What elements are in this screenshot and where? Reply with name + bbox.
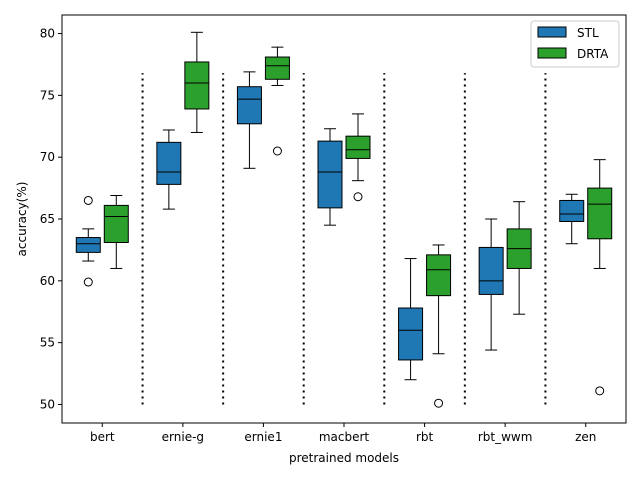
box-stl-macbert [317, 128, 343, 226]
x-tick-label-macbert: macbert [319, 430, 370, 444]
box-body-drta-ernie1 [264, 56, 290, 80]
outlier-drta-rbt-0 [434, 398, 444, 408]
y-tick-label-80: 80 [40, 27, 55, 41]
y-tick-label-70: 70 [40, 150, 55, 164]
boxes [75, 31, 613, 408]
y-axis: 50 55 60 65 70 75 80 [40, 27, 62, 411]
box-stl-rbt [398, 258, 424, 381]
box-body-stl-bert [75, 237, 101, 253]
y-tick-label-60: 60 [40, 274, 55, 288]
y-axis-label: accuracy(%) [15, 182, 29, 257]
box-drta-rbt_wwm [506, 201, 532, 315]
separators [141, 73, 547, 405]
y-tick-label-55: 55 [40, 336, 55, 350]
box-body-stl-macbert [317, 140, 343, 209]
box-body-drta-bert [103, 204, 129, 243]
box-body-stl-ernie-g [156, 141, 182, 185]
legend: STL DRTA [530, 20, 620, 68]
x-tick-label-ernie-g: ernie-g [162, 430, 204, 444]
box-body-drta-ernie-g [184, 61, 210, 110]
x-tick-label-rbt_wwm: rbt_wwm [478, 430, 533, 444]
box-stl-ernie1 [236, 71, 262, 169]
outlier-drta-zen-0 [595, 386, 605, 396]
box-drta-ernie1 [264, 46, 290, 156]
box-drta-ernie-g [184, 31, 210, 133]
box-body-drta-rbt [426, 254, 452, 297]
legend-label-stl: STL [577, 26, 599, 40]
box-stl-ernie-g [156, 129, 182, 210]
y-tick-label-75: 75 [40, 88, 55, 102]
box-drta-macbert [345, 113, 371, 202]
box-body-stl-ernie1 [236, 86, 262, 125]
legend-label-drta: DRTA [577, 47, 609, 61]
y-tick-label-65: 65 [40, 212, 55, 226]
box-drta-zen [587, 159, 613, 396]
outlier-stl-bert-0 [83, 195, 93, 205]
box-body-stl-rbt_wwm [478, 246, 504, 295]
outlier-stl-bert-1 [83, 277, 93, 287]
box-stl-zen [559, 193, 585, 245]
box-stl-bert [75, 195, 101, 287]
x-axis: bert ernie-g ernie1 macbert rbt rbt_wwm zen [90, 423, 596, 444]
x-tick-label-rbt: rbt [416, 430, 434, 444]
x-tick-label-bert: bert [90, 430, 115, 444]
box-body-drta-macbert [345, 135, 371, 159]
box-stl-rbt_wwm [478, 218, 504, 351]
x-tick-label-zen: zen [575, 430, 596, 444]
box-drta-rbt [426, 244, 452, 408]
legend-swatch-drta [537, 47, 567, 59]
legend-swatch-stl [537, 26, 567, 38]
x-axis-label: pretrained models [289, 451, 399, 465]
box-body-stl-zen [559, 199, 585, 222]
box-body-drta-zen [587, 187, 613, 240]
outlier-drta-macbert-0 [353, 192, 363, 202]
box-drta-bert [103, 195, 129, 269]
outlier-drta-ernie1-0 [272, 146, 282, 156]
box-body-stl-rbt [398, 307, 424, 361]
y-tick-label-50: 50 [40, 397, 55, 411]
x-tick-label-ernie1: ernie1 [244, 430, 282, 444]
